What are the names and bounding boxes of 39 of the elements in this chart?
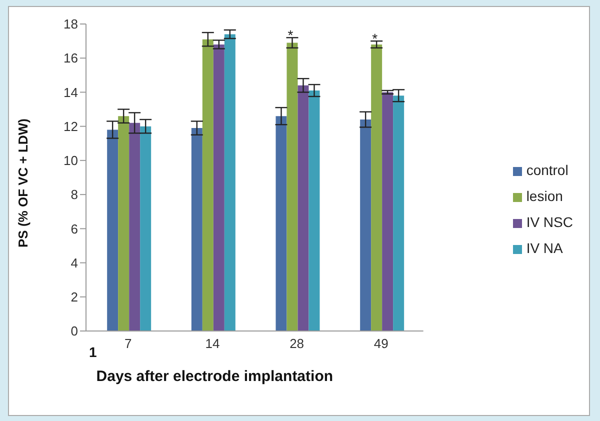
y-tick-label: 14 [64, 84, 78, 100]
bar [213, 44, 224, 331]
x-tick-label: 49 [374, 336, 388, 352]
y-axis-title: PS (% OF VC + LDW) [16, 118, 31, 248]
bar [382, 92, 394, 331]
y-tick-label: 6 [70, 221, 78, 236]
bar [286, 42, 298, 331]
x-axis-title: Days after electrode implantation [96, 368, 334, 385]
bar [298, 85, 309, 331]
legend-label: IV NA [526, 240, 563, 256]
y-tick-label: 16 [64, 50, 78, 66]
annotation: * [288, 27, 294, 44]
bar [191, 128, 202, 331]
x-tick-label: 28 [290, 336, 304, 352]
bar [129, 122, 140, 331]
text: 1 [89, 344, 97, 360]
legend-label: IV NSC [526, 214, 573, 230]
y-tick-label: 12 [64, 118, 78, 134]
bar [140, 126, 152, 331]
bar [107, 130, 118, 331]
bar [393, 96, 404, 331]
bar [360, 120, 372, 331]
x-tick-label: 7 [124, 336, 132, 352]
bar [371, 44, 382, 331]
y-tick-label: 2 [70, 290, 78, 305]
x-tick-label: 14 [205, 336, 220, 352]
bar [202, 39, 214, 331]
y-tick-label: 8 [70, 187, 78, 202]
bar [276, 116, 287, 331]
legend-label: lesion [526, 188, 563, 204]
bar [224, 34, 236, 331]
bar [118, 116, 130, 331]
y-tick-label: 0 [70, 324, 78, 339]
y-tick-label: 4 [70, 255, 78, 270]
y-tick-label: 18 [64, 16, 78, 32]
annotation: * [372, 30, 378, 47]
legend-label: control [526, 162, 568, 178]
bar [308, 90, 320, 331]
y-tick-label: 10 [64, 153, 78, 168]
